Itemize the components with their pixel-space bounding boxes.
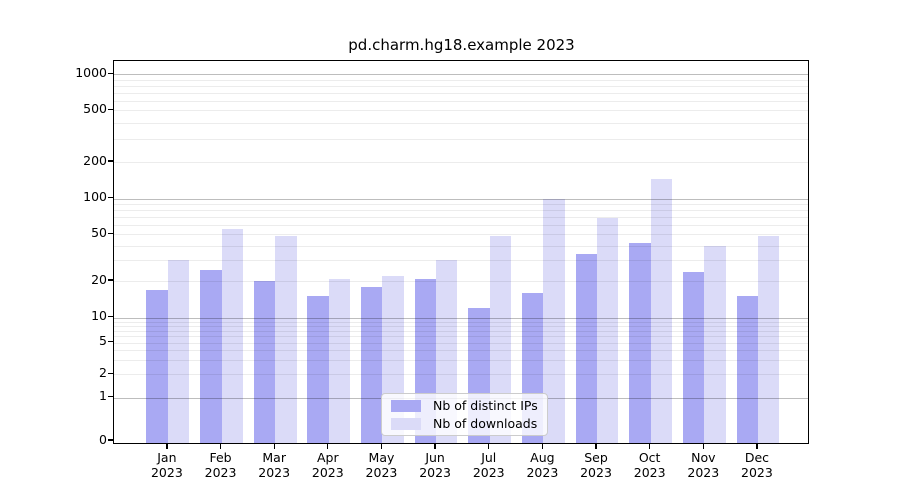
legend-label-distinct-ips: Nb of distinct IPs [433,398,538,413]
x-tick-label: Feb 2023 [204,450,237,480]
bar-downloads-apr [328,278,351,443]
chart-title: pd.charm.hg18.example 2023 [348,36,575,54]
legend-swatch-downloads [391,417,421,430]
y-tick-label: 5 [99,333,107,349]
bar-ips-jan [146,289,168,443]
y-tick-label: 1 [99,388,107,404]
gridline-minor [114,210,809,212]
bar-ips-apr [307,296,329,443]
x-tick-mark [541,444,544,449]
y-tick-mark [108,232,114,234]
y-tick-label: 500 [83,100,107,116]
y-tick-mark [108,72,114,74]
bar-ips-nov [682,271,705,443]
gridline-minor [114,204,809,206]
bar-downloads-feb [221,229,243,443]
gridline-minor [114,85,809,87]
x-tick-label: Jan 2023 [150,450,183,480]
gridline-major [114,74,809,76]
bar-ips-may [361,286,383,443]
x-tick-mark [327,444,329,449]
x-tick-mark [219,444,222,449]
x-tick-label: Nov 2023 [687,450,720,480]
y-tick-mark [108,341,114,343]
bar-ips-sep [575,253,597,443]
gridline-minor [114,224,809,226]
gridline-minor [114,122,809,124]
x-tick-label: Dec 2023 [741,450,773,480]
y-tick-label: 2 [99,364,107,380]
x-tick-mark [756,444,758,449]
bar-ips-feb [200,269,222,443]
gridline-minor [114,110,809,112]
x-tick-label: Apr 2023 [311,450,344,480]
plot-area [113,59,810,444]
bar-downloads-dec [757,236,780,443]
x-tick-label: Sep 2023 [580,450,612,480]
x-tick-mark [166,444,168,449]
x-tick-mark [702,444,704,449]
bar-downloads-jul [489,236,512,443]
gridline-minor [114,162,809,163]
legend-item-downloads: Nb of downloads [391,416,538,431]
y-tick-mark [108,316,114,318]
gridline-minor [114,139,809,141]
x-tick-label: Mar 2023 [258,450,291,480]
bar-downloads-aug [543,199,565,443]
bar-ips-oct [629,243,651,443]
bar-ips-dec [736,296,758,443]
x-tick-label: Jul 2023 [472,450,505,480]
gridline-minor [114,217,809,219]
gridline-minor [114,79,809,81]
legend-item-distinct-ips: Nb of distinct IPs [391,398,538,413]
legend: Nb of distinct IPs Nb of downloads [381,393,548,436]
bar-downloads-oct [650,179,673,443]
x-tick-label: Aug 2023 [526,450,559,480]
y-tick-mark [108,160,114,162]
gridline-minor [114,100,809,102]
y-tick-label: 20 [91,271,107,287]
y-tick-mark [108,372,114,374]
x-tick-mark [380,444,383,449]
x-tick-mark [649,444,651,449]
y-tick-mark [108,108,114,110]
y-tick-label: 1000 [75,64,107,80]
gridline-minor [114,234,809,236]
x-tick-mark [488,444,490,449]
y-tick-label: 200 [83,152,107,168]
legend-swatch-distinct-ips [391,399,421,412]
y-tick-label: 0 [99,431,107,447]
y-tick-label: 10 [91,308,107,324]
y-tick-label: 50 [91,224,107,240]
x-tick-label: Oct 2023 [633,450,666,480]
bar-downloads-nov [704,245,726,443]
x-tick-mark [434,444,436,449]
y-tick-mark [108,439,114,441]
y-tick-mark [108,396,114,398]
bar-ips-mar [253,281,276,443]
gridline-minor [114,92,809,94]
bar-downloads-sep [597,217,619,443]
y-tick-mark [108,279,114,281]
bar-downloads-mar [275,236,297,443]
x-tick-mark [595,444,597,449]
x-tick-label: May 2023 [365,450,398,480]
y-tick-label: 100 [83,189,107,205]
x-tick-mark [273,444,275,449]
bar-downloads-jan [167,260,190,443]
legend-label-downloads: Nb of downloads [433,416,538,431]
x-tick-label: Jun 2023 [419,450,451,480]
y-tick-mark [108,197,114,199]
gridline-major [114,198,809,200]
